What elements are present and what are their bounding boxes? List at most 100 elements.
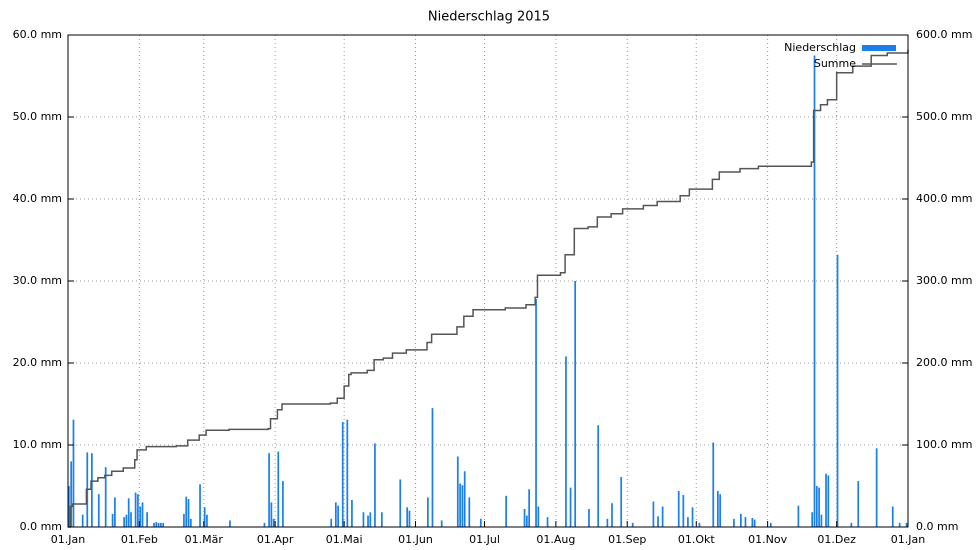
- bar: [427, 497, 429, 527]
- bar: [797, 505, 800, 527]
- legend-label: Niederschlag: [784, 41, 856, 54]
- y2-tick-label: 600.0 mm: [916, 28, 972, 41]
- bar: [72, 419, 75, 527]
- bar: [369, 512, 372, 527]
- bar: [153, 522, 155, 527]
- bar: [282, 481, 284, 527]
- marks: [68, 49, 909, 528]
- bar: [272, 518, 275, 527]
- bar: [652, 501, 655, 527]
- bar: [187, 499, 190, 527]
- bar: [408, 510, 411, 527]
- bar: [631, 522, 634, 527]
- x-tick-label: 01.Nov: [748, 533, 787, 546]
- bar: [698, 522, 701, 527]
- bar: [130, 512, 132, 527]
- x-tick-label: 01.Mär: [185, 533, 224, 546]
- bar: [114, 497, 116, 527]
- bar: [597, 425, 600, 527]
- x-tick-label: 01.Sep: [608, 533, 646, 546]
- bar: [677, 490, 680, 527]
- bar: [751, 517, 754, 527]
- legend: Niederschlag Summe: [784, 41, 897, 70]
- bar: [189, 518, 192, 527]
- bar: [479, 518, 482, 527]
- y-tick-label: 50.0 mm: [13, 110, 62, 123]
- bar: [104, 467, 107, 527]
- x-tick-label: 01.Aug: [536, 533, 575, 546]
- bar: [825, 473, 827, 527]
- x-tick-label: 01.Feb: [121, 533, 158, 546]
- bar: [374, 443, 376, 527]
- grid: [68, 35, 908, 527]
- bar: [380, 512, 383, 527]
- bar: [827, 475, 830, 527]
- bar: [277, 451, 280, 527]
- bar: [463, 471, 466, 527]
- bar: [891, 506, 894, 527]
- bar: [162, 522, 165, 527]
- bar: [431, 408, 434, 527]
- y2-tick-label: 200.0 mm: [916, 356, 972, 369]
- bar: [229, 520, 231, 527]
- x-tick-label: 01.Mai: [326, 533, 363, 546]
- bar: [565, 356, 567, 527]
- x-tick-label: 01.Dez: [817, 533, 856, 546]
- bar: [155, 522, 158, 527]
- bar: [753, 519, 756, 527]
- bar: [611, 503, 613, 527]
- bar: [127, 498, 130, 527]
- y-tick-label: 0.0 mm: [20, 520, 62, 533]
- y-tick-label: 10.0 mm: [13, 438, 62, 451]
- bar: [68, 486, 70, 527]
- bar: [546, 517, 549, 527]
- bar: [574, 281, 577, 527]
- bar: [691, 507, 694, 527]
- bar: [81, 514, 84, 527]
- bar: [905, 522, 908, 527]
- bar: [836, 254, 839, 527]
- bar: [399, 479, 402, 527]
- y2-tick-label: 0.0 mm: [916, 520, 958, 533]
- line: [68, 49, 909, 528]
- bar: [769, 522, 772, 527]
- bar: [341, 422, 344, 527]
- bar: [406, 507, 409, 527]
- y-tick-label: 30.0 mm: [13, 274, 62, 287]
- bar: [712, 442, 715, 527]
- bar: [461, 485, 464, 527]
- x-tick-label: 01.Jan: [51, 533, 85, 546]
- bar: [620, 476, 623, 527]
- bar: [141, 502, 144, 527]
- bar: [813, 55, 816, 527]
- bar: [367, 515, 369, 527]
- bar: [528, 489, 530, 527]
- bar: [330, 518, 333, 527]
- bar: [111, 513, 114, 527]
- bar: [206, 514, 208, 527]
- bar: [523, 508, 526, 527]
- bar: [362, 512, 365, 527]
- bar: [203, 507, 206, 527]
- x-tick-label: 01.Apr: [257, 533, 294, 546]
- bar: [569, 487, 572, 527]
- bar: [857, 481, 860, 527]
- y-tick-label: 40.0 mm: [13, 192, 62, 205]
- bar: [588, 508, 590, 527]
- bar: [337, 505, 339, 527]
- axes: 0.0 mm 10.0 mm 20.0 mm 30.0 mm 40.0 mm 50.0 m…: [13, 28, 973, 546]
- bar: [657, 516, 659, 527]
- bar: [898, 522, 901, 527]
- bar: [157, 522, 160, 527]
- bar: [661, 506, 664, 527]
- bar: [505, 495, 507, 527]
- bar: [199, 484, 201, 527]
- bar: [468, 497, 471, 527]
- bar: [137, 494, 139, 527]
- bar: [682, 495, 685, 527]
- bar: [334, 502, 337, 527]
- bar: [351, 499, 353, 527]
- bar: [606, 518, 609, 527]
- bar: [146, 512, 148, 527]
